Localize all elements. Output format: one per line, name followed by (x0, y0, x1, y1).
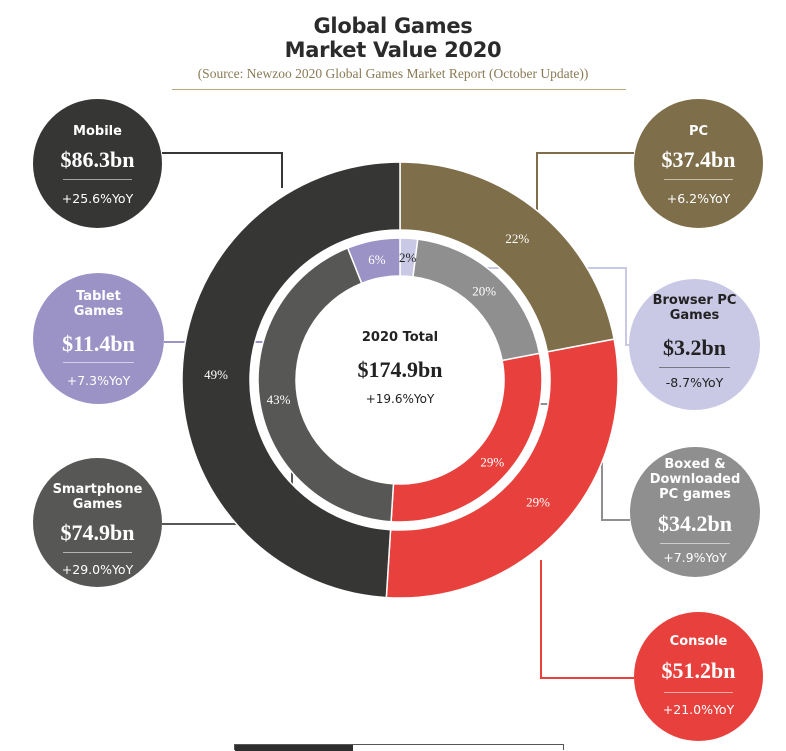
browser-label: Browser PC Games (652, 293, 737, 323)
bubble-tablet: Tablet Games $11.4bn +7.3%YoY (33, 273, 164, 404)
footer-bar (234, 744, 564, 751)
bubble-console: Console $51.2bn +21.0%YoY (634, 612, 763, 741)
mobile-label: Mobile (73, 124, 122, 139)
inner-pct-label-console: 29% (480, 454, 504, 469)
connector-mobile (162, 152, 283, 188)
outer-ring (181, 161, 619, 599)
percentage-labels: 22% 29% 49% 2% 20% 29% 43% 6% (204, 231, 550, 509)
pc-value: $37.4bn (661, 147, 736, 172)
console-value: $51.2bn (661, 658, 736, 683)
outer-pct-label-mobile: 49% (204, 367, 228, 382)
inner-ring (257, 237, 543, 523)
bubble-mobile: Mobile $86.3bn +25.6%YoY (33, 99, 162, 228)
inner-pct-label-browser-pc-games: 2% (399, 250, 417, 265)
boxed-rule (660, 543, 730, 544)
tablet-value: $11.4bn (62, 331, 135, 356)
pc-yoy: +6.2%YoY (666, 191, 731, 206)
tablet-rule (63, 362, 134, 363)
pc-rule (664, 179, 733, 180)
bubble-smartphone: Smartphone Games $74.9bn +29.0%YoY (33, 458, 162, 587)
outer-slice-console (385, 338, 619, 599)
connector-console (540, 560, 634, 679)
browser-value: $3.2bn (663, 335, 726, 360)
outer-pct-label-pc: 22% (505, 231, 529, 246)
center-label: 2020 Total (361, 330, 439, 345)
tablet-yoy: +7.3%YoY (66, 373, 131, 388)
chart-title-line2: Market Value 2020 (284, 38, 502, 62)
browser-rule (659, 367, 730, 368)
smartphone-value: $74.9bn (60, 520, 135, 545)
smartphone-label: Smartphone Games (52, 482, 143, 512)
console-yoy: +21.0%YoY (662, 702, 735, 717)
outer-slice-mobile (181, 161, 401, 599)
console-rule (664, 692, 733, 693)
smartphone-yoy: +29.0%YoY (61, 562, 134, 577)
inner-pct-label-boxed-downloaded-pc-games: 20% (472, 283, 496, 298)
pc-label: PC (688, 124, 709, 139)
console-label: Console (669, 634, 728, 649)
mobile-yoy: +25.6%YoY (61, 191, 134, 206)
outer-pct-label-console: 29% (526, 495, 550, 510)
bubble-browser: Browser PC Games $3.2bn -8.7%YoY (629, 279, 760, 410)
source-divider (172, 89, 626, 90)
chart-source: (Source: Newzoo 2020 Global Games Market… (197, 66, 589, 81)
bubble-boxed: Boxed & Downloaded PC games $34.2bn +7.9… (630, 447, 760, 577)
chart-title-line1: Global Games (313, 14, 473, 38)
inner-pct-label-smartphone-games: 43% (267, 392, 291, 407)
boxed-value: $34.2bn (658, 511, 732, 536)
connector-pc (536, 152, 634, 210)
footer-bar-fill (235, 745, 353, 751)
bubble-pc: PC $37.4bn +6.2%YoY (634, 99, 763, 228)
mobile-rule (63, 179, 132, 180)
smartphone-rule (63, 552, 132, 553)
boxed-label: Boxed & Downloaded PC games (649, 457, 741, 502)
mobile-value: $86.3bn (60, 147, 135, 172)
inner-slice-smartphone-games (257, 246, 395, 523)
boxed-yoy: +7.9%YoY (663, 550, 727, 565)
inner-slice-tablet-games (346, 237, 401, 285)
center-summary: 2020 Total $174.9bn +19.6%YoY (320, 330, 480, 406)
inner-pct-label-tablet-games: 6% (368, 252, 386, 267)
center-total-value: $174.9bn (357, 357, 443, 382)
browser-yoy: -8.7%YoY (665, 375, 724, 390)
center-yoy: +19.6%YoY (365, 392, 435, 406)
tablet-label: Tablet Games (73, 289, 124, 319)
